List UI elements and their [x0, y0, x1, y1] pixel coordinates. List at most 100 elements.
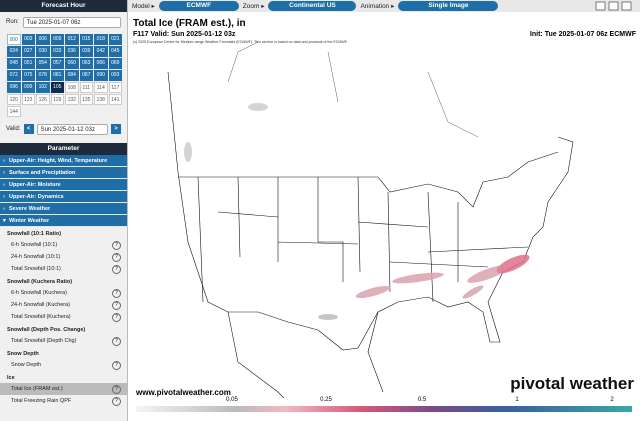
hour-button[interactable]: 003 — [21, 34, 35, 45]
hour-button[interactable]: 009 — [50, 34, 64, 45]
map-valid: F117 Valid: Sun 2025-01-12 03z — [133, 31, 236, 38]
hour-button[interactable]: 093 — [108, 70, 122, 81]
hour-grid: 000 003 006 009 012 015 018 021 024 027 030 033 036 0… — [0, 32, 127, 119]
hour-button[interactable]: 045 — [108, 46, 122, 57]
parameter-item[interactable]: 24-h Snowfall (Kuchera) — [0, 299, 127, 311]
hour-button[interactable]: 039 — [79, 46, 93, 57]
category-item[interactable]: Surface and Precipitation — [0, 167, 127, 179]
hour-button[interactable]: 111 — [79, 82, 93, 93]
parameter-item[interactable]: Total Freezing Rain QPF — [0, 395, 127, 407]
parameter-item[interactable]: Total Snowfall (10:1) — [0, 263, 127, 275]
hour-button[interactable]: 114 — [94, 82, 108, 93]
hour-button[interactable]: 012 — [65, 34, 79, 45]
hour-button[interactable]: 054 — [36, 58, 50, 69]
hour-button[interactable]: 048 — [7, 58, 21, 69]
zoom-label: Zoom ▸ — [242, 3, 265, 10]
toolbar-icons[interactable] — [594, 1, 634, 11]
hour-button[interactable]: 102 — [36, 82, 50, 93]
hour-button[interactable]: 006 — [36, 34, 50, 45]
colorbar-label: 0.05 — [226, 397, 238, 403]
zoom-button[interactable]: Continental US — [268, 1, 357, 11]
section-list: Snowfall (10:1 Ratio) 6-h Snowfall (10:1)… — [0, 227, 127, 407]
hour-button[interactable]: 060 — [65, 58, 79, 69]
hour-button[interactable]: 120 — [7, 94, 21, 105]
model-label: Model ▸ — [132, 3, 155, 10]
hour-button[interactable]: 027 — [21, 46, 35, 57]
hour-button[interactable]: 090 — [94, 70, 108, 81]
run-row: Run: Tue 2025-01-07 06z — [0, 12, 127, 32]
colorbar-label: 0.25 — [320, 397, 332, 403]
colorbar-label: 1 — [515, 397, 519, 403]
category-item[interactable]: Upper-Air: Dynamics — [0, 191, 127, 203]
hour-button[interactable]: 105 — [50, 82, 64, 93]
hour-button[interactable]: 042 — [94, 46, 108, 57]
parameter-item[interactable]: Total Snowfall (Depth Chg) — [0, 335, 127, 347]
parameter-header: Parameter — [0, 143, 127, 155]
forecast-header: Forecast Hour — [0, 0, 127, 12]
category-item[interactable]: Winter Weather — [0, 215, 127, 227]
hour-button[interactable]: 108 — [65, 82, 79, 93]
hour-button[interactable]: 138 — [94, 94, 108, 105]
category-item[interactable]: Severe Weather — [0, 203, 127, 215]
category-list: Upper-Air: Height, Wind, TemperatureSurf… — [0, 155, 127, 227]
run-label: Run: — [6, 19, 19, 25]
hour-button[interactable]: 021 — [108, 34, 122, 45]
parameter-item[interactable]: 24-h Snowfall (10:1) — [0, 251, 127, 263]
valid-row: Valid: < Sun 2025-01-12 03z > — [0, 119, 127, 139]
toolbar: Model ▸ ECMWF Zoom ▸ Continental US Anim… — [128, 0, 640, 12]
site-url: www.pivotalweather.com — [136, 388, 231, 397]
animation-button[interactable]: Single Image — [398, 1, 499, 11]
hour-button[interactable]: 018 — [94, 34, 108, 45]
parameter-item[interactable]: Total Ice (FRAM est.) — [0, 383, 127, 395]
section-title: Snowfall (10:1 Ratio) — [7, 231, 62, 237]
hour-button[interactable]: 084 — [65, 70, 79, 81]
hour-button[interactable]: 126 — [36, 94, 50, 105]
category-item[interactable]: Upper-Air: Height, Wind, Temperature — [0, 155, 127, 167]
hour-button[interactable]: 123 — [21, 94, 35, 105]
run-select[interactable]: Tue 2025-01-07 06z — [22, 16, 121, 28]
category-item[interactable]: Upper-Air: Moisture — [0, 179, 127, 191]
section-title: Snowfall (Kuchera Ratio) — [7, 279, 73, 285]
prev-button[interactable]: < — [23, 124, 34, 134]
model-button[interactable]: ECMWF — [158, 1, 239, 11]
parameter-panel: Parameter Upper-Air: Height, Wind, Tempe… — [0, 143, 127, 407]
hour-button[interactable]: 081 — [50, 70, 64, 81]
hour-button[interactable]: 030 — [36, 46, 50, 57]
parameter-item[interactable]: 6-h Snowfall (10:1) — [0, 239, 127, 251]
hour-button[interactable]: 132 — [65, 94, 79, 105]
hour-button[interactable]: 051 — [21, 58, 35, 69]
hour-button[interactable]: 087 — [79, 70, 93, 81]
hour-button[interactable]: 069 — [108, 58, 122, 69]
hour-button[interactable]: 063 — [79, 58, 93, 69]
map-init: Init: Tue 2025-01-07 06z ECMWF — [529, 31, 636, 38]
hour-button[interactable]: 117 — [108, 82, 122, 93]
hour-button[interactable]: 075 — [21, 70, 35, 81]
hour-button[interactable]: 099 — [21, 82, 35, 93]
hour-button[interactable]: 057 — [50, 58, 64, 69]
hour-button[interactable]: 135 — [79, 94, 93, 105]
hour-button[interactable]: 015 — [79, 34, 93, 45]
parameter-item[interactable]: Total Snowfall (Kuchera) — [0, 311, 127, 323]
valid-label: Valid: — [6, 126, 21, 132]
hour-button[interactable]: 066 — [94, 58, 108, 69]
colorbar-label: 0.5 — [417, 397, 427, 403]
hour-button[interactable]: 144 — [7, 106, 21, 117]
parameter-item[interactable]: Snow Depth — [0, 359, 127, 371]
animation-label: Animation ▸ — [360, 3, 395, 10]
hour-button[interactable]: 078 — [36, 70, 50, 81]
map-image — [128, 41, 640, 421]
hour-button[interactable]: 129 — [50, 94, 64, 105]
hour-button[interactable]: 141 — [108, 94, 122, 105]
map-panel: Total Ice (FRAM est.), in F117 Valid: Su… — [128, 12, 640, 421]
next-button[interactable]: > — [111, 124, 121, 134]
hour-button[interactable]: 024 — [7, 46, 21, 57]
parameter-item[interactable]: 6-h Snowfall (Kuchera) — [0, 287, 127, 299]
hour-button[interactable]: 036 — [65, 46, 79, 57]
colorbar-label: 2 — [610, 397, 614, 403]
hour-button[interactable]: 000 — [7, 34, 21, 45]
valid-select[interactable]: Sun 2025-01-12 03z — [36, 123, 108, 135]
hour-button[interactable]: 033 — [50, 46, 64, 57]
hour-button[interactable]: 096 — [7, 82, 21, 93]
hour-button[interactable]: 072 — [7, 70, 21, 81]
